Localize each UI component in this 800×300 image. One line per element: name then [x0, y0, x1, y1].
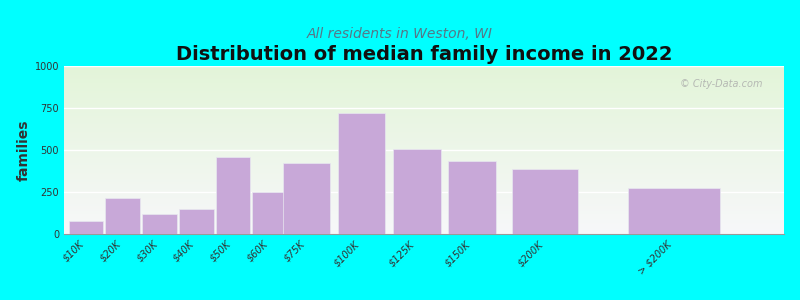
Bar: [338, 113, 386, 234]
Bar: [142, 214, 177, 234]
Bar: [178, 209, 214, 234]
Bar: [69, 221, 103, 234]
Text: All residents in Weston, WI: All residents in Weston, WI: [307, 27, 493, 41]
Y-axis label: families: families: [17, 119, 30, 181]
Bar: [393, 149, 441, 234]
Bar: [215, 157, 250, 234]
Bar: [252, 192, 287, 234]
Bar: [628, 188, 720, 234]
Title: Distribution of median family income in 2022: Distribution of median family income in …: [176, 45, 672, 64]
Text: © City-Data.com: © City-Data.com: [680, 80, 762, 89]
Bar: [512, 169, 578, 234]
Bar: [282, 164, 330, 234]
Bar: [106, 198, 140, 234]
Bar: [448, 161, 496, 234]
